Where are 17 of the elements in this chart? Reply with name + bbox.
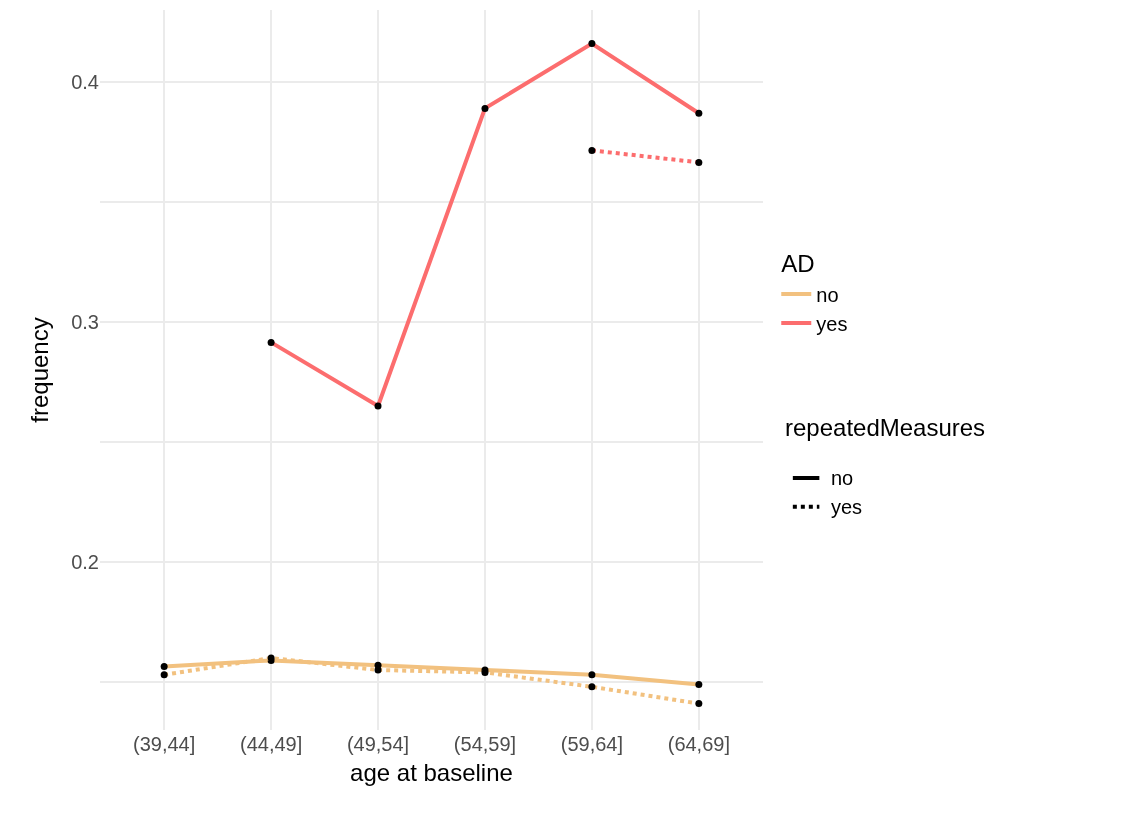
- legend-label: yes: [816, 312, 848, 335]
- x-tick-label: (39,44]: [133, 733, 196, 755]
- y-axis-title: frequency: [26, 317, 54, 423]
- legend-label: no: [816, 283, 839, 306]
- x-tick-label: (54,59]: [453, 733, 517, 755]
- x-tick-label: (44,49]: [239, 733, 303, 755]
- x-axis-title: age at baseline: [350, 759, 513, 787]
- text: repeatedMeasures: [785, 414, 986, 441]
- y-tick-label: 0.4: [71, 71, 99, 93]
- text: yes: [831, 496, 863, 518]
- y-tick-label: 0.3: [71, 311, 99, 333]
- x-tick-label: (59,64]: [560, 733, 624, 755]
- legend-title: AD: [781, 249, 815, 277]
- y-tick-label: 0.2: [71, 551, 99, 573]
- text: no: [831, 467, 854, 489]
- x-tick-label: (49,54]: [346, 733, 410, 755]
- x-tick-label: (64,69]: [667, 733, 730, 755]
